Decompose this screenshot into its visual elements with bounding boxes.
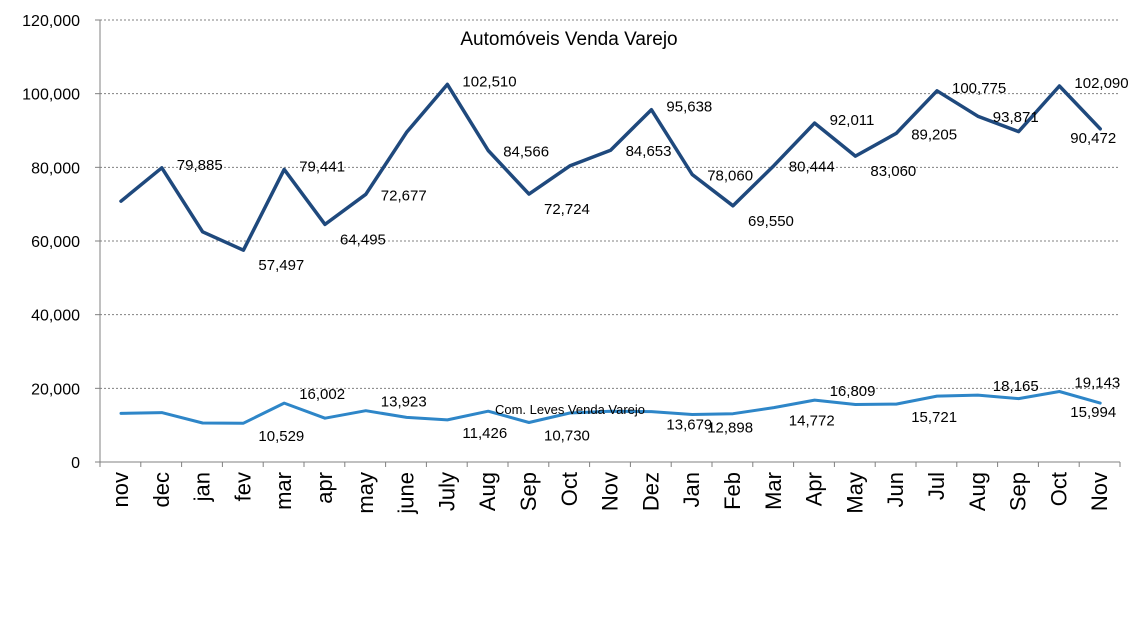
data-label: 16,002: [299, 386, 345, 403]
x-tick-label: Sep: [516, 472, 541, 511]
gridlines: [100, 19, 1120, 389]
x-axis-ticks: nov dec jan fev mar apr may june July Aug Sep Oct No…: [99, 462, 1121, 515]
x-tick-label: nov: [108, 472, 133, 507]
data-label: 14,772: [789, 413, 835, 430]
data-label: 15,994: [1070, 404, 1116, 421]
data-label: 80,444: [789, 159, 835, 176]
x-tick-label: Jun: [883, 472, 908, 507]
y-tick-label: 100,000: [22, 87, 80, 104]
x-tick-label: apr: [312, 472, 337, 504]
x-tick-label: Oct: [1046, 472, 1071, 506]
data-label: 92,011: [830, 112, 875, 129]
data-label: 72,677: [381, 187, 427, 204]
data-label: 93,871: [993, 109, 1039, 126]
data-label: 90,472: [1070, 130, 1116, 147]
data-label: 84,653: [626, 143, 672, 160]
x-tick-label: July: [434, 472, 459, 511]
x-tick-label: Nov: [598, 472, 623, 511]
y-tick-label: 20,000: [31, 381, 80, 398]
data-label: 13,923: [381, 394, 427, 411]
x-tick-label: Jan: [679, 472, 704, 507]
data-label: 89,205: [911, 126, 957, 143]
data-label: 84,566: [503, 144, 549, 161]
series-title-com-leves: Com. Leves Venda Varejo: [495, 402, 645, 417]
y-tick-label: 0: [71, 455, 80, 472]
x-tick-label: june: [394, 472, 419, 515]
x-tick-label: Dez: [638, 472, 663, 511]
x-tick-label: Nov: [1087, 472, 1112, 511]
data-label: 19,143: [1074, 374, 1120, 391]
series-title-automoveis: Automóveis Venda Varejo: [460, 29, 677, 50]
x-tick-label: May: [842, 472, 867, 514]
x-tick-label: Oct: [557, 472, 582, 506]
x-tick-label: Sep: [1006, 472, 1031, 511]
x-tick-label: Apr: [802, 472, 827, 506]
x-tick-label: Jul: [924, 472, 949, 500]
x-tick-label: Feb: [720, 472, 745, 510]
y-tick-label: 40,000: [31, 308, 80, 325]
data-label: 16,809: [830, 383, 876, 400]
x-tick-label: dec: [149, 472, 174, 507]
x-tick-label: fev: [230, 472, 255, 501]
data-label: 12,898: [707, 419, 753, 436]
data-label: 79,885: [177, 157, 223, 174]
x-tick-label: jan: [190, 472, 215, 502]
data-label: 102,090: [1074, 75, 1128, 92]
data-label: 64,495: [340, 231, 386, 248]
y-tick-label: 60,000: [31, 234, 80, 251]
x-tick-label: Aug: [475, 472, 500, 511]
series-line-automoveis: [119, 82, 1102, 252]
series-lines: [119, 82, 1102, 425]
data-labels: 79,885 57,497 79,441 64,495 72,677 102,510 84,…: [177, 73, 1129, 445]
series-line-com-leves: [119, 390, 1102, 425]
data-label: 79,441: [299, 158, 345, 175]
x-tick-label: mar: [271, 472, 296, 510]
data-label: 69,550: [748, 213, 794, 230]
data-label: 83,060: [870, 163, 916, 180]
data-label: 102,510: [462, 73, 516, 90]
data-label: 10,730: [544, 427, 590, 444]
y-tick-label: 120,000: [22, 13, 80, 30]
x-tick-label: Aug: [965, 472, 990, 511]
data-label: 100,775: [952, 80, 1006, 97]
x-tick-label: Mar: [761, 472, 786, 510]
data-label: 57,497: [258, 257, 304, 274]
data-label: 11,426: [462, 425, 507, 442]
data-label: 72,724: [544, 201, 590, 218]
data-label: 15,721: [911, 409, 957, 426]
x-tick-label: may: [353, 472, 378, 514]
data-label: 95,638: [666, 99, 712, 116]
data-label: 13,679: [666, 417, 712, 434]
y-tick-label: 80,000: [31, 160, 80, 177]
y-axis-ticks: 0 20,000 40,000 60,000 80,000 100,000 120,000: [22, 13, 100, 472]
data-label: 10,529: [258, 428, 304, 445]
data-label: 18,165: [993, 378, 1039, 395]
data-label: 78,060: [707, 167, 753, 184]
